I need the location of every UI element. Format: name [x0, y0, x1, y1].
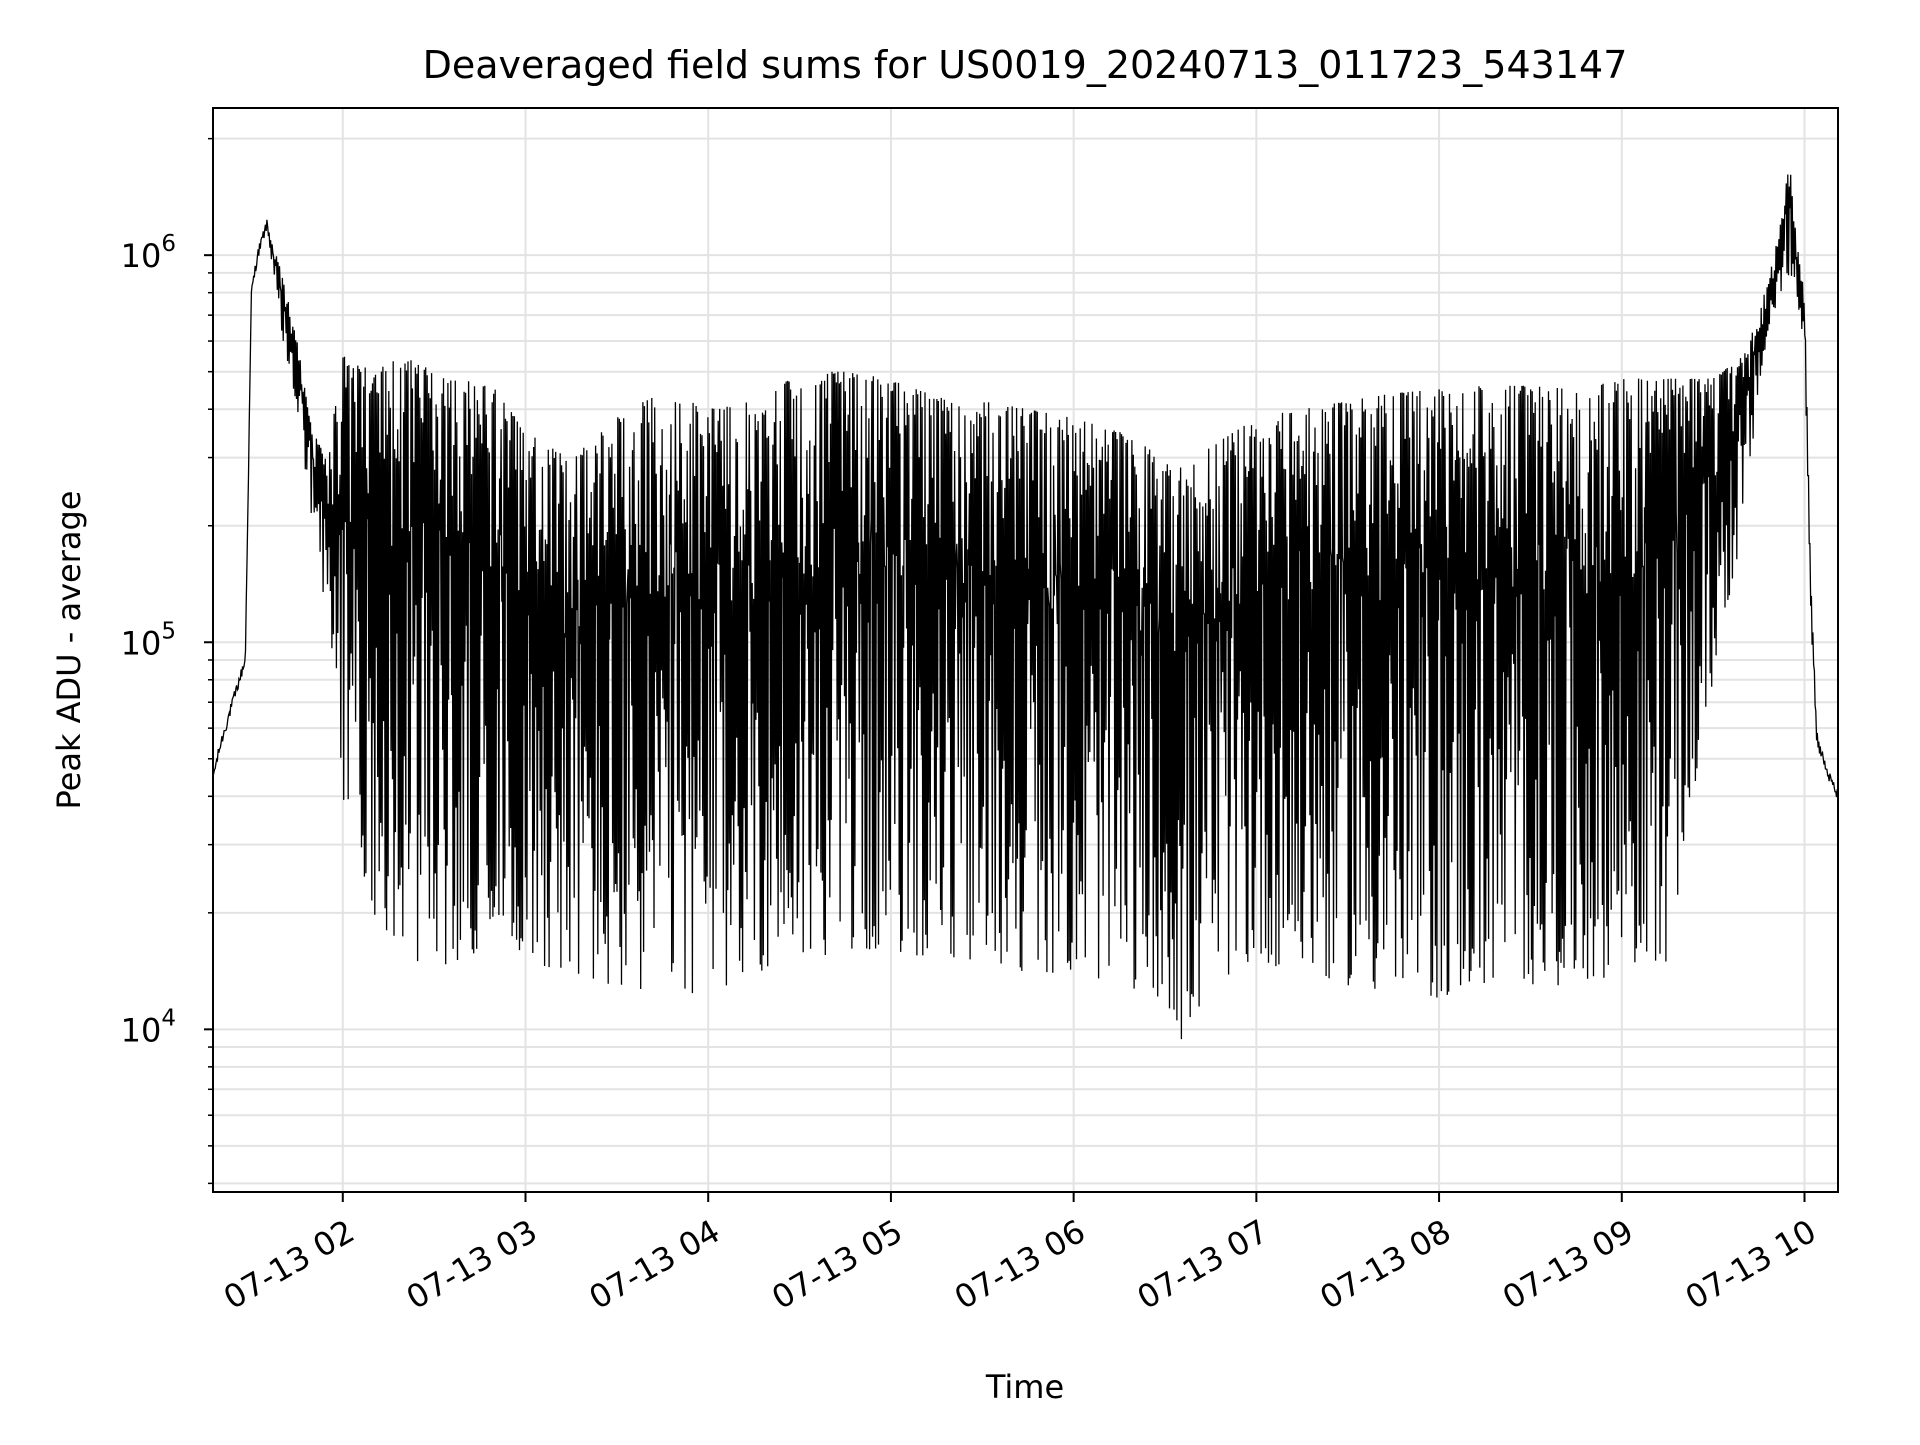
y-tick-label-exponent: 6 — [161, 231, 176, 257]
y-tick-label-exponent: 5 — [161, 618, 176, 644]
x-axis-label: Time — [985, 1368, 1064, 1406]
y-tick-label-base: 10 — [121, 1011, 162, 1049]
y-tick-label-exponent: 4 — [161, 1005, 176, 1031]
plot-frame — [212, 107, 1839, 1193]
chart-title: Deaveraged field sums for US0019_2024071… — [423, 43, 1628, 87]
y-axis-label: Peak ADU - average — [50, 491, 88, 810]
y-tick-label: 104 — [121, 1005, 176, 1049]
y-tick-label: 106 — [121, 231, 176, 275]
y-tick-label-base: 10 — [121, 237, 162, 275]
series-line — [212, 174, 1839, 1040]
y-tick-label-base: 10 — [121, 624, 162, 662]
data-series — [212, 174, 1839, 1040]
y-tick-label: 105 — [121, 618, 176, 662]
